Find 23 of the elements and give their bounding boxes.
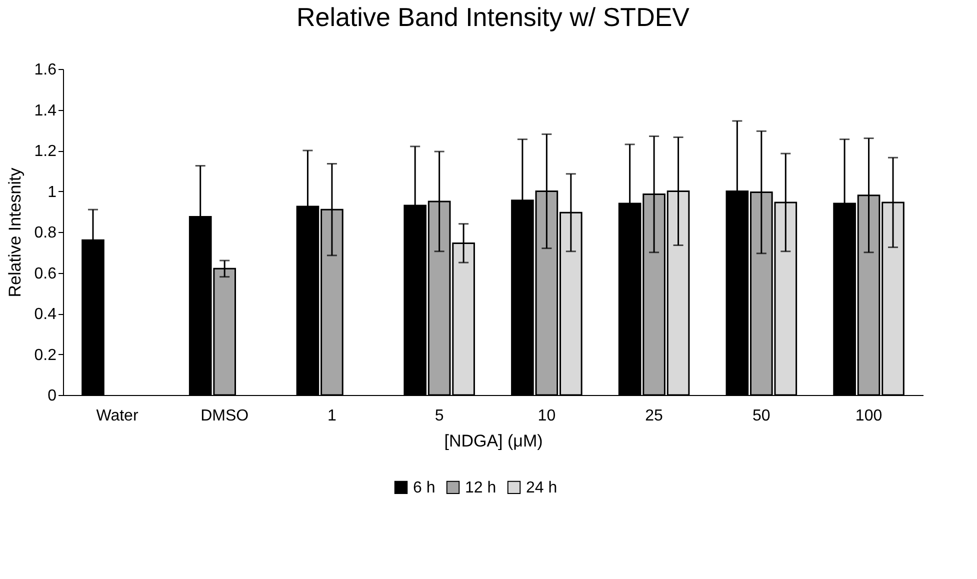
- chart-title: Relative Band Intensity w/ STDEV: [296, 2, 690, 32]
- x-axis-title: [NDGA] (μM): [444, 432, 543, 450]
- y-tick-label: 0.8: [34, 224, 57, 242]
- y-tick-label: 0.4: [34, 306, 57, 323]
- legend-label: 6 h: [413, 479, 436, 496]
- legend-label: 12 h: [465, 479, 496, 496]
- y-tick-label: 1.6: [34, 62, 57, 78]
- y-tick-label: 0: [48, 388, 57, 404]
- y-tick-label: 1.2: [34, 143, 57, 160]
- y-tick-label: 1: [48, 184, 57, 201]
- x-tick-label: 1: [328, 408, 336, 424]
- x-tick-label: 100: [855, 408, 882, 424]
- x-tick-label: Water: [96, 408, 139, 424]
- x-tick-label: 10: [538, 408, 556, 424]
- x-tick-label: DMSO: [200, 408, 249, 424]
- legend-label: 24 h: [526, 479, 558, 496]
- y-axis-title: Relative Intesnity: [5, 167, 24, 298]
- y-tick-label: 0.6: [34, 265, 57, 282]
- x-tick-label: 50: [752, 408, 770, 424]
- x-tick-label: 25: [645, 408, 664, 424]
- y-tick-label: 1.4: [34, 102, 57, 120]
- y-tick-label: 0.2: [34, 346, 57, 364]
- x-tick-label: 5: [434, 408, 444, 424]
